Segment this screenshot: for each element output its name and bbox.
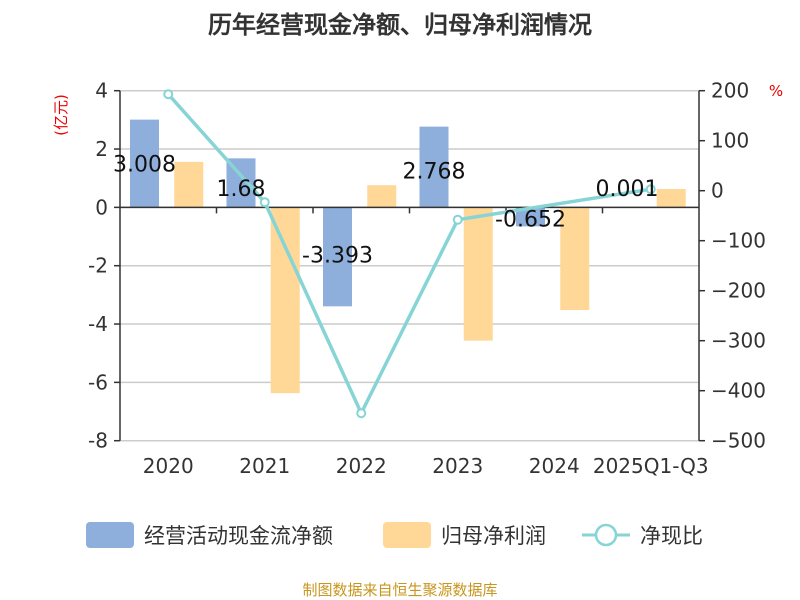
x-tick-label: 2022: [336, 454, 387, 478]
chart-title: 历年经营现金净额、归母净利润情况: [208, 11, 592, 39]
bar-profit: [656, 188, 686, 208]
point-ratio: [452, 214, 463, 225]
legend-label-cashflow: 经营活动现金流净额: [144, 524, 333, 548]
bar-profit: [270, 207, 300, 394]
y2-tick-label: 100: [711, 129, 749, 153]
legend-swatch-cashflow: [86, 522, 134, 548]
y-tick-label: -4: [88, 312, 108, 336]
x-tick-label: 2024: [529, 454, 580, 478]
x-tick-label: 2023: [432, 454, 483, 478]
y2-tick-label: −100: [711, 229, 766, 253]
bar-profit: [174, 161, 204, 208]
x-tick-label: 2021: [239, 454, 290, 478]
legend-item-ratio[interactable]: 净现比: [582, 523, 703, 548]
legend-label-ratio: 净现比: [640, 524, 703, 548]
data-label-cashflow: 1.68: [217, 177, 266, 202]
y2-tick-label: −500: [711, 429, 766, 453]
data-label-cashflow: 3.008: [113, 153, 176, 178]
data-label-cashflow: -3.393: [302, 243, 373, 268]
data-label-cashflow: 2.768: [403, 160, 466, 185]
legend-swatch-profit: [383, 522, 431, 548]
legend-label-profit: 归母净利润: [441, 524, 546, 548]
data-label-cashflow: 0.001: [596, 177, 659, 202]
y-axis-label: (亿元): [52, 94, 70, 136]
y-tick-label: -8: [88, 429, 108, 453]
y-tick-label: -2: [88, 254, 108, 278]
bar-profit: [463, 207, 493, 341]
y-tick-label: 4: [95, 79, 108, 103]
bar-cashflow: [419, 126, 449, 208]
bar-cashflow: [516, 207, 545, 227]
bar-cashflow: [323, 207, 352, 307]
legend: 经营活动现金流净额 归母净利润 净现比: [86, 522, 703, 548]
bar-profit: [560, 207, 590, 311]
y-tick-label: 2: [95, 137, 108, 161]
y-tick-label: -6: [88, 370, 108, 394]
legend-item-profit[interactable]: 归母净利润: [383, 522, 546, 548]
y2-tick-label: −400: [711, 379, 766, 403]
x-tick-label: 2025Q1-Q3: [593, 454, 709, 478]
y2-tick-label: 200: [711, 79, 749, 103]
point-ratio: [356, 408, 367, 419]
data-label-cashflow: -0.652: [495, 207, 566, 232]
y-tick-label: 0: [95, 195, 108, 219]
legend-item-cashflow[interactable]: 经营活动现金流净额: [86, 522, 333, 548]
point-ratio: [259, 197, 270, 208]
y2-tick-label: 0: [711, 179, 724, 203]
legend-marker-ratio: [594, 523, 618, 547]
y2-tick-label: −200: [711, 279, 766, 303]
y2-axis-label: %: [769, 82, 783, 100]
bar-profit: [367, 185, 397, 208]
point-ratio: [163, 89, 174, 100]
source-note: 制图数据来自恒生聚源数据库: [302, 581, 497, 599]
x-tick-label: 2020: [143, 454, 194, 478]
point-ratio: [645, 184, 656, 195]
y2-tick-label: −300: [711, 329, 766, 353]
bar-cashflow: [130, 119, 159, 208]
